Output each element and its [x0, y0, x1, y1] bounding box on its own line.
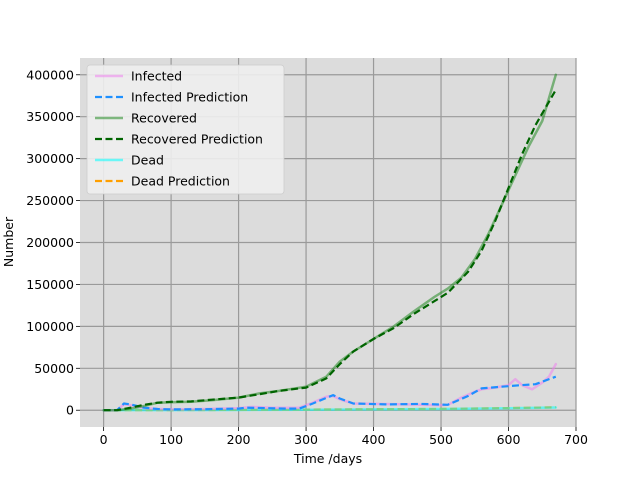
y-tick-label: 150000	[26, 277, 74, 292]
y-tick-label: 100000	[26, 319, 74, 334]
x-tick-label: 600	[497, 432, 521, 447]
legend-label: Dead	[131, 153, 164, 168]
y-tick-label: 400000	[26, 67, 74, 82]
x-tick-label: 400	[362, 432, 386, 447]
y-tick-label: 200000	[26, 235, 74, 250]
y-tick-label: 300000	[26, 151, 74, 166]
series-lines	[102, 73, 558, 412]
legend-label: Infected	[131, 69, 182, 84]
y-axis-label: Number	[1, 216, 16, 267]
x-tick-label: 700	[564, 432, 588, 447]
x-tick-label: 300	[294, 432, 318, 447]
x-axis-label: Time /days	[293, 451, 362, 466]
y-tick-label: 350000	[26, 109, 74, 124]
legend: Infected Infected Prediction Recovered Reco…	[86, 64, 285, 195]
y-tick-label: 0	[66, 403, 74, 418]
legend-label: Recovered	[131, 111, 197, 126]
legend-label: Dead Prediction	[131, 174, 230, 189]
legend-label: Infected Prediction	[131, 90, 248, 105]
y-tick-label: 50000	[34, 361, 74, 376]
legend-box	[86, 64, 285, 195]
x-tick-label: 200	[227, 432, 251, 447]
axis-ticks: 0 100 200 300 400 500 600 700 0 50000 100000 150000…	[26, 67, 588, 447]
legend-label: Recovered Prediction	[131, 132, 263, 147]
series-line-infected-prediction	[103, 375, 557, 412]
y-tick-label: 250000	[26, 193, 74, 208]
series-line-recovered-prediction	[103, 89, 557, 412]
x-tick-label: 0	[100, 432, 108, 447]
x-tick-label: 100	[159, 432, 183, 447]
series-line-infected	[102, 362, 558, 412]
x-tick-label: 500	[429, 432, 453, 447]
